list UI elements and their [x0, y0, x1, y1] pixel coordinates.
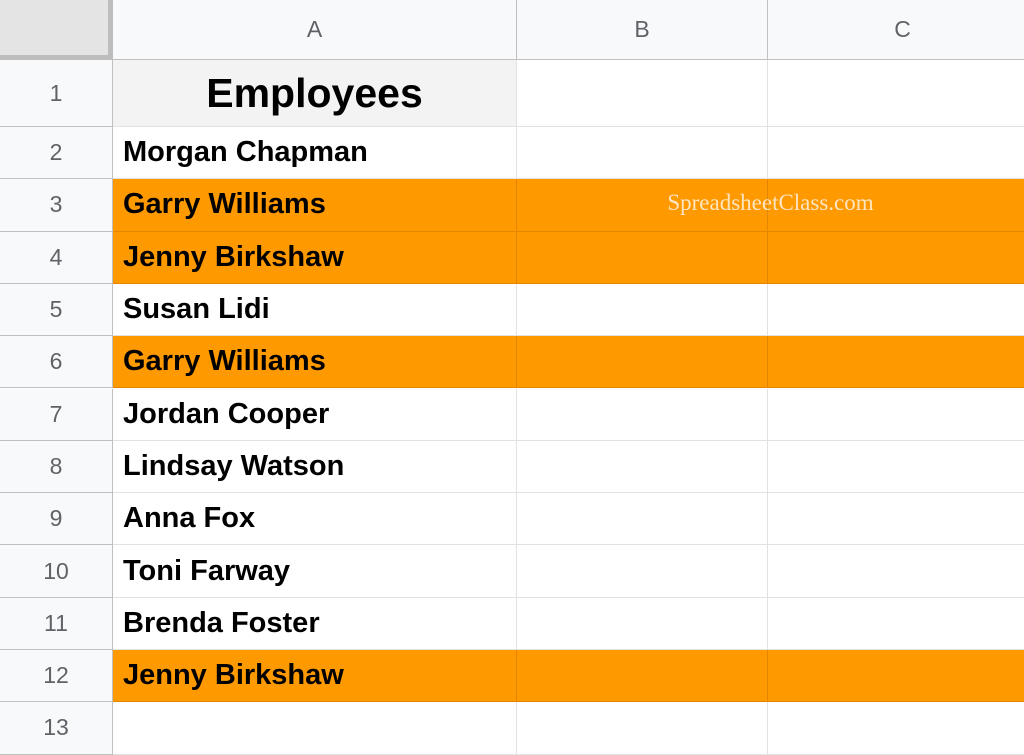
row-header[interactable]: 13 [0, 702, 113, 755]
column-header[interactable]: A [113, 0, 517, 60]
name-cell[interactable]: Jordan Cooper [113, 388, 517, 441]
row-header[interactable]: 3 [0, 179, 113, 232]
cell[interactable] [517, 650, 768, 703]
name-cell[interactable]: Garry Williams [113, 336, 517, 389]
cell[interactable] [768, 650, 1024, 703]
row-header[interactable]: 1 [0, 60, 113, 127]
row-header[interactable]: 7 [0, 388, 113, 441]
cell[interactable] [768, 179, 1024, 232]
row-header[interactable]: 9 [0, 493, 113, 546]
cell[interactable] [517, 440, 768, 494]
row-header[interactable]: 10 [0, 545, 113, 598]
cell[interactable] [768, 231, 1024, 284]
cell[interactable] [768, 441, 1024, 494]
cell[interactable] [768, 60, 1024, 127]
cell[interactable] [517, 702, 768, 755]
name-cell[interactable]: Jenny Birkshaw [113, 231, 517, 284]
cell[interactable] [768, 127, 1024, 180]
cell[interactable] [768, 702, 1024, 755]
cell[interactable] [517, 231, 768, 284]
cell[interactable] [517, 388, 768, 441]
row-header[interactable]: 8 [0, 440, 113, 494]
column-header[interactable]: B [517, 0, 768, 60]
name-cell[interactable]: Morgan Chapman [113, 127, 517, 180]
corner-cell[interactable] [0, 0, 113, 60]
cell[interactable] [517, 545, 768, 598]
header-cell[interactable]: Employees [113, 60, 517, 127]
cell[interactable] [517, 179, 768, 232]
name-cell[interactable]: Susan Lidi [113, 283, 517, 337]
cell[interactable] [768, 598, 1024, 650]
cell[interactable] [517, 283, 768, 337]
cell[interactable] [517, 127, 768, 180]
cell[interactable] [517, 336, 768, 389]
column-header[interactable]: C [768, 0, 1024, 60]
row-header[interactable]: 2 [0, 127, 113, 180]
cell[interactable] [768, 493, 1024, 546]
row-header[interactable]: 11 [0, 597, 113, 650]
name-cell[interactable]: Jenny Birkshaw [113, 650, 517, 703]
cell[interactable] [768, 545, 1024, 598]
row-header[interactable]: 4 [0, 231, 113, 284]
name-cell[interactable]: Garry Williams [113, 179, 517, 232]
cell[interactable] [517, 597, 768, 650]
row-header[interactable]: 5 [0, 283, 113, 337]
cell[interactable] [768, 284, 1024, 337]
cell[interactable] [113, 702, 517, 755]
name-cell[interactable]: Lindsay Watson [113, 440, 517, 494]
cell[interactable] [517, 493, 768, 546]
cell[interactable] [768, 336, 1024, 389]
name-cell[interactable]: Anna Fox [113, 493, 517, 546]
name-cell[interactable]: Toni Farway [113, 545, 517, 598]
cell[interactable] [768, 389, 1024, 441]
row-header[interactable]: 12 [0, 650, 113, 703]
row-header[interactable]: 6 [0, 336, 113, 389]
watermark: SpreadsheetClass.com [667, 190, 874, 215]
name-cell[interactable]: Brenda Foster [113, 597, 517, 650]
cell[interactable] [517, 60, 768, 127]
